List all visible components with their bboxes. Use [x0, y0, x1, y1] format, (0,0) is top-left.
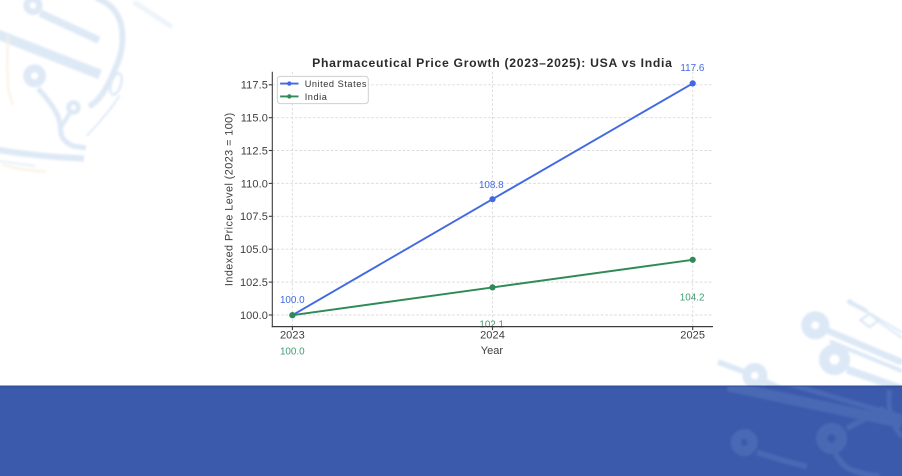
- svg-text:112.5: 112.5: [241, 145, 268, 157]
- svg-text:115.0: 115.0: [241, 113, 268, 125]
- svg-text:110.0: 110.0: [241, 178, 268, 190]
- svg-text:United States: United States: [305, 79, 367, 89]
- svg-text:104.2: 104.2: [680, 292, 705, 303]
- svg-text:Indexed Price Level (2023 = 10: Indexed Price Level (2023 = 100): [223, 112, 235, 286]
- svg-text:117.6: 117.6: [680, 63, 704, 74]
- svg-text:105.0: 105.0: [240, 244, 268, 256]
- svg-text:102.5: 102.5: [240, 277, 268, 289]
- svg-text:2025: 2025: [680, 329, 705, 341]
- svg-text:107.5: 107.5: [240, 211, 268, 223]
- svg-text:India: India: [305, 92, 328, 102]
- svg-text:100.0: 100.0: [280, 295, 305, 306]
- svg-text:108.8: 108.8: [479, 180, 504, 191]
- svg-text:102.1: 102.1: [479, 319, 504, 330]
- svg-text:2023: 2023: [280, 329, 305, 341]
- svg-text:Year: Year: [481, 345, 504, 357]
- svg-text:Pharmaceutical Price Growth (2: Pharmaceutical Price Growth (2023–2025):…: [312, 56, 672, 70]
- svg-text:100.0: 100.0: [280, 346, 305, 357]
- svg-text:117.5: 117.5: [241, 80, 268, 92]
- svg-text:2024: 2024: [480, 329, 505, 341]
- svg-text:100.0: 100.0: [240, 310, 268, 322]
